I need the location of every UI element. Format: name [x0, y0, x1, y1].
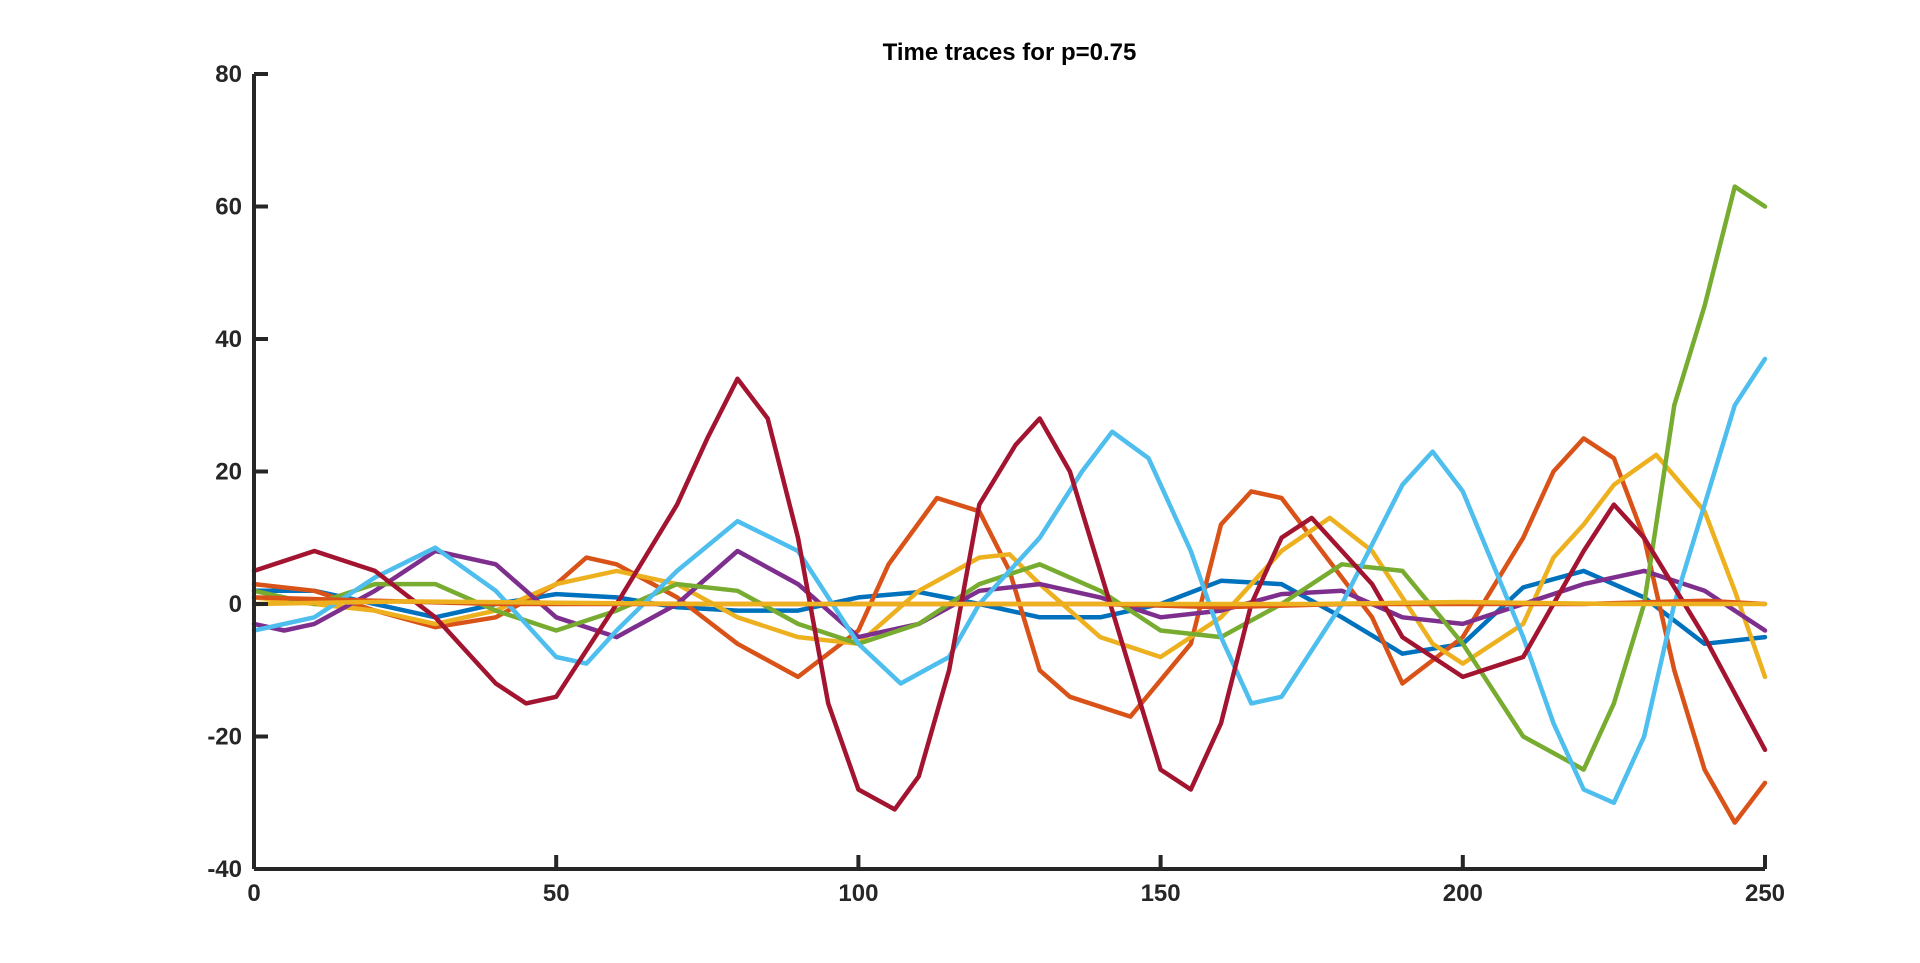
x-tick-label: 50 [543, 880, 570, 907]
x-tick-label: 250 [1745, 880, 1785, 907]
y-tick-label: -20 [207, 724, 242, 751]
axes-layer: 0 50 100 150 200 250 -40 -20 0 20 40 60 80 [207, 61, 1785, 907]
y-tick-label: 60 [215, 194, 242, 221]
x-tick-label: 150 [1141, 880, 1181, 907]
series-layer [251, 184, 1768, 825]
series-line-4 [251, 548, 1768, 640]
series-line-5 [251, 184, 1768, 772]
series-line-7 [251, 376, 1768, 812]
y-tick-label: 0 [229, 591, 242, 618]
series-line-2 [251, 436, 1768, 825]
series-line-3 [251, 452, 1768, 680]
y-tick-label: 20 [215, 459, 242, 486]
series-line-6 [251, 356, 1768, 806]
y-tick-label: -40 [207, 856, 242, 883]
series-line-9 [251, 599, 1768, 607]
x-tick-label: 100 [838, 880, 878, 907]
x-tick-label: 0 [247, 880, 260, 907]
chart-title: Time traces for p=0.75 [883, 39, 1137, 66]
y-tick-label: 80 [215, 61, 242, 88]
x-tick-label: 200 [1443, 880, 1483, 907]
y-tick-label: 40 [215, 326, 242, 353]
